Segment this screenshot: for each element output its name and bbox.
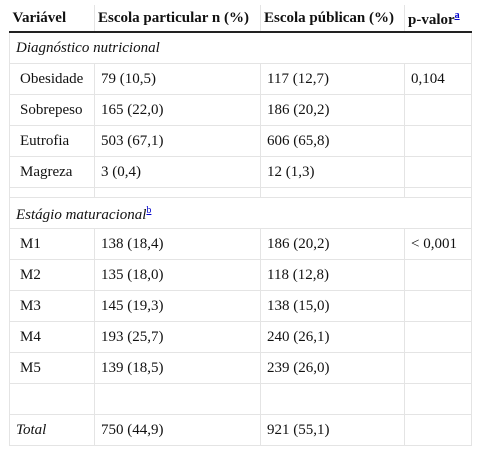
table-row: M1 138 (18,4) 186 (20,2) < 0,001 <box>9 228 472 260</box>
table-row: M2 135 (18,0) 118 (12,8) <box>9 259 472 291</box>
row-label: Sobrepeso <box>9 94 95 126</box>
total-row: Total 750 (44,9) 921 (55,1) <box>9 414 472 446</box>
cell-p-valor <box>404 156 472 188</box>
header-variavel: Variável <box>9 5 95 33</box>
cell-particular: 145 (19,3) <box>94 290 261 322</box>
cell-publica: 606 (65,8) <box>260 125 405 157</box>
row-label: Obesidade <box>9 63 95 95</box>
table-row: Eutrofia 503 (67,1) 606 (65,8) <box>9 125 472 157</box>
cell-publica: 118 (12,8) <box>260 259 405 291</box>
cell-particular: 135 (18,0) <box>94 259 261 291</box>
row-label: M3 <box>9 290 95 322</box>
cell-p-valor <box>404 352 472 384</box>
cell-p-valor <box>404 290 472 322</box>
cell-publica: 12 (1,3) <box>260 156 405 188</box>
cell-publica: 240 (26,1) <box>260 321 405 353</box>
total-particular: 750 (44,9) <box>94 414 261 446</box>
table-row: Obesidade 79 (10,5) 117 (12,7) 0,104 <box>9 63 472 95</box>
cell-p-valor <box>404 321 472 353</box>
section-row: Diagnóstico nutricional <box>9 31 472 64</box>
cell-publica: 138 (15,0) <box>260 290 405 322</box>
spacer-cell <box>94 187 261 198</box>
row-label: Eutrofia <box>9 125 95 157</box>
cell-particular: 138 (18,4) <box>94 228 261 260</box>
blank-cell <box>9 383 95 415</box>
header-escola-particular: Escola particular n (%) <box>94 5 261 33</box>
cell-p-valor: 0,104 <box>404 63 472 95</box>
cell-publica: 117 (12,7) <box>260 63 405 95</box>
cell-particular: 503 (67,1) <box>94 125 261 157</box>
cell-particular: 3 (0,4) <box>94 156 261 188</box>
header-escola-publica: Escola públican (%) <box>260 5 405 33</box>
total-label: Total <box>9 414 95 446</box>
cell-publica: 186 (20,2) <box>260 228 405 260</box>
cell-particular: 79 (10,5) <box>94 63 261 95</box>
table-row: M5 139 (18,5) 239 (26,0) <box>9 352 472 384</box>
section-title-maturational-label: Estágio maturacional <box>16 207 147 223</box>
spacer-row <box>9 187 472 198</box>
cell-particular: 193 (25,7) <box>94 321 261 353</box>
spacer-cell <box>404 187 472 198</box>
table-row: M3 145 (19,3) 138 (15,0) <box>9 290 472 322</box>
header-p-valor: p-valora <box>404 5 472 33</box>
total-publica: 921 (55,1) <box>260 414 405 446</box>
spacer-cell <box>260 187 405 198</box>
section-title-nutritional: Diagnóstico nutricional <box>9 31 472 64</box>
total-p-valor <box>404 414 472 446</box>
cell-publica: 186 (20,2) <box>260 94 405 126</box>
row-label: M4 <box>9 321 95 353</box>
spacer-cell <box>9 187 95 198</box>
blank-cell <box>260 383 405 415</box>
cell-publica: 239 (26,0) <box>260 352 405 384</box>
table-row: M4 193 (25,7) 240 (26,1) <box>9 321 472 353</box>
blank-row <box>9 383 472 415</box>
row-label: Magreza <box>9 156 95 188</box>
cell-p-valor <box>404 259 472 291</box>
cell-p-valor: < 0,001 <box>404 228 472 260</box>
cell-p-valor <box>404 125 472 157</box>
footnote-link-b[interactable]: b <box>146 205 152 216</box>
row-label: M2 <box>9 259 95 291</box>
blank-cell <box>404 383 472 415</box>
section-row: Estágio maturacionalb <box>9 197 472 229</box>
footnote-link-a[interactable]: a <box>454 10 460 21</box>
row-label: M5 <box>9 352 95 384</box>
cell-p-valor <box>404 94 472 126</box>
table-row: Sobrepeso 165 (22,0) 186 (20,2) <box>9 94 472 126</box>
table-row: Magreza 3 (0,4) 12 (1,3) <box>9 156 472 188</box>
header-p-valor-label: p-valor <box>408 12 455 28</box>
data-table-container: Variável Escola particular n (%) Escola … <box>9 5 472 446</box>
blank-cell <box>94 383 261 415</box>
section-title-maturational: Estágio maturacionalb <box>9 197 472 229</box>
header-row: Variável Escola particular n (%) Escola … <box>9 5 472 33</box>
cell-particular: 139 (18,5) <box>94 352 261 384</box>
cell-particular: 165 (22,0) <box>94 94 261 126</box>
row-label: M1 <box>9 228 95 260</box>
data-table: Variável Escola particular n (%) Escola … <box>9 5 472 446</box>
